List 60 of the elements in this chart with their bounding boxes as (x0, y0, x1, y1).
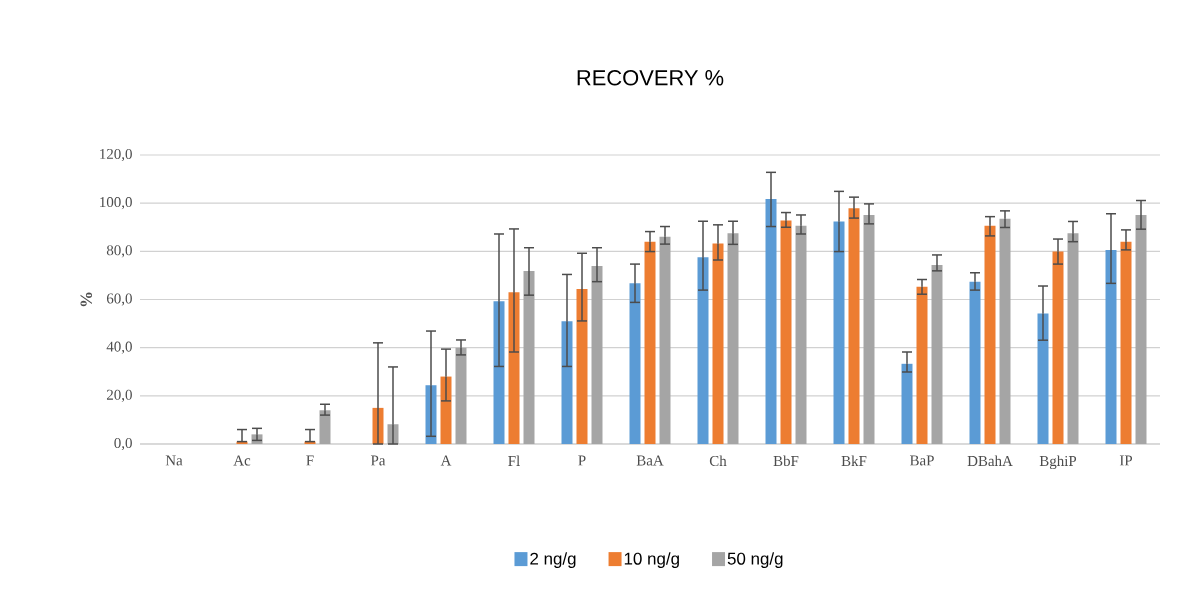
x-tick-label: Ch (709, 455, 727, 467)
bar (644, 241, 656, 444)
x-tick-label: BbF (773, 455, 799, 467)
legend-label: 2 ng/g (530, 552, 576, 569)
bar (561, 321, 573, 444)
y-tick-label: 20,0 (106, 389, 132, 402)
x-tick-label: Ac (233, 455, 251, 466)
bar (1037, 313, 1049, 444)
bar (508, 292, 520, 444)
bar (931, 265, 943, 444)
y-tick-label: 120,0 (100, 148, 132, 162)
bar (591, 266, 603, 444)
x-tick-label: Fl (508, 455, 520, 466)
x-tick-label: BkF (841, 455, 867, 466)
bar (848, 208, 860, 444)
y-tick-label: 40,0 (106, 341, 132, 354)
y-tick-label: 60,0 (106, 293, 132, 306)
bar (765, 199, 777, 444)
bar (727, 233, 739, 444)
x-tick-label: IP (1119, 455, 1133, 466)
bar (523, 271, 535, 444)
legend-label: 50 ng/g (727, 552, 783, 569)
bar (984, 225, 996, 444)
x-tick-label: BghiP (1039, 455, 1077, 470)
x-tick-label: BaA (636, 455, 664, 466)
bar (833, 221, 845, 444)
bar (629, 283, 641, 444)
x-tick-label: A (440, 455, 452, 466)
bar (795, 225, 807, 444)
y-tick-label: 80,0 (106, 245, 132, 258)
bar (1105, 249, 1117, 444)
bar (780, 220, 792, 444)
y-axis-title: % (80, 292, 93, 307)
bar (1052, 251, 1064, 444)
x-tick-label: Na (165, 455, 183, 466)
bar (969, 281, 981, 444)
y-tick-label: 0,0 (114, 437, 132, 451)
bar (901, 363, 913, 444)
chart-title: RECOVERY % (577, 69, 724, 86)
bar (863, 214, 875, 444)
x-tick-label: Pa (370, 455, 386, 466)
bar (916, 286, 928, 444)
bar (440, 376, 452, 444)
bar (659, 236, 671, 444)
x-tick-label: DBahA (967, 455, 1013, 467)
bar (999, 218, 1011, 444)
bar (1067, 233, 1079, 444)
y-tick-label: 100,0 (100, 197, 132, 210)
x-tick-label: P (578, 455, 586, 466)
bar (1120, 241, 1132, 444)
bar (712, 243, 724, 444)
bar (1135, 214, 1147, 444)
legend-label: 10 ng/g (624, 552, 679, 569)
x-tick-label: BaP (909, 455, 934, 466)
bar (697, 257, 709, 444)
bar (455, 347, 467, 444)
bar (576, 288, 588, 444)
bar (319, 410, 331, 444)
x-tick-label: F (306, 455, 314, 466)
bar (493, 301, 505, 444)
